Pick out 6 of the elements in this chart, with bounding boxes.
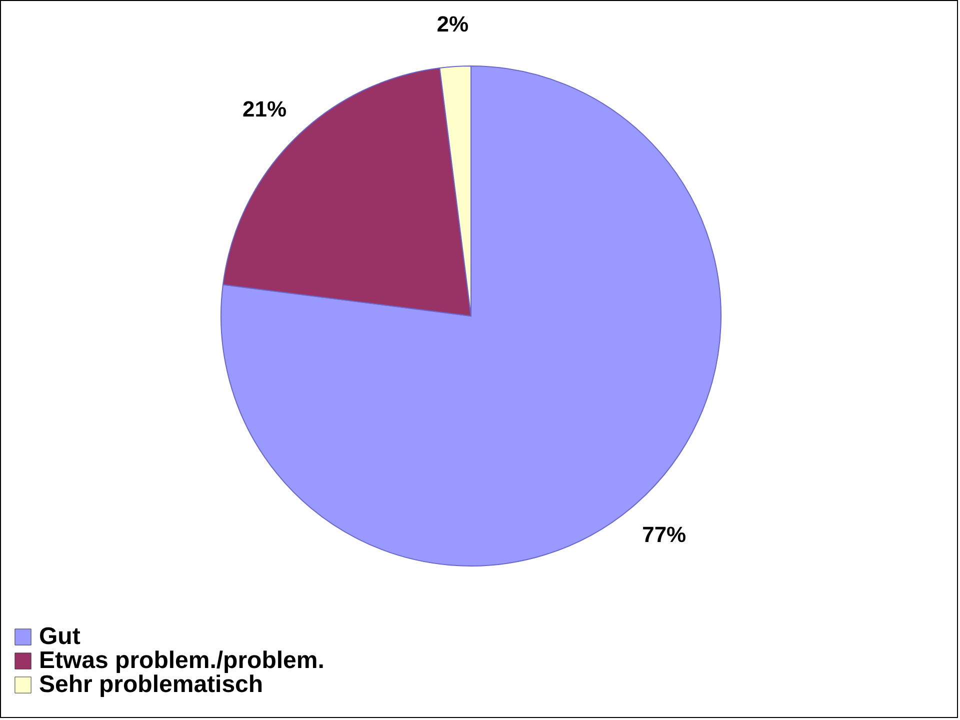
pie-slice [220,66,722,566]
data-label: 2% [436,12,469,37]
data-label: 21% [242,96,287,122]
legend-label: Etwas problem./problem. [39,647,324,674]
legend-label: Gut [39,623,80,650]
data-label: 77% [642,522,686,548]
